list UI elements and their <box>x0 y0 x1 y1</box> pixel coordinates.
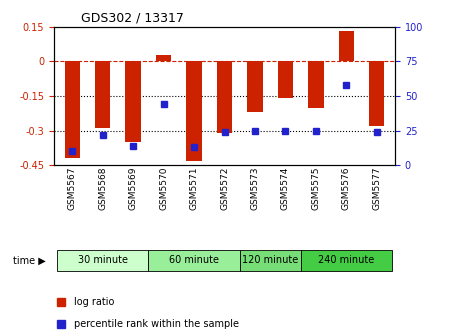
Bar <box>278 61 293 98</box>
Text: GDS302 / 13317: GDS302 / 13317 <box>81 11 184 24</box>
Text: log ratio: log ratio <box>75 297 115 307</box>
FancyBboxPatch shape <box>240 250 301 271</box>
Bar <box>339 32 354 61</box>
FancyBboxPatch shape <box>301 250 392 271</box>
Bar <box>156 54 171 61</box>
Bar <box>186 61 202 161</box>
Bar <box>308 61 324 108</box>
Text: 60 minute: 60 minute <box>169 255 219 265</box>
Text: time ▶: time ▶ <box>13 255 45 265</box>
Bar <box>95 61 110 128</box>
Text: percentile rank within the sample: percentile rank within the sample <box>75 319 239 329</box>
Bar <box>369 61 384 126</box>
Text: 120 minute: 120 minute <box>242 255 298 265</box>
Bar <box>65 61 80 158</box>
Text: 240 minute: 240 minute <box>318 255 374 265</box>
Text: 30 minute: 30 minute <box>78 255 128 265</box>
FancyBboxPatch shape <box>57 250 148 271</box>
Bar <box>247 61 263 112</box>
Bar <box>125 61 141 142</box>
Bar <box>217 61 232 133</box>
FancyBboxPatch shape <box>148 250 240 271</box>
